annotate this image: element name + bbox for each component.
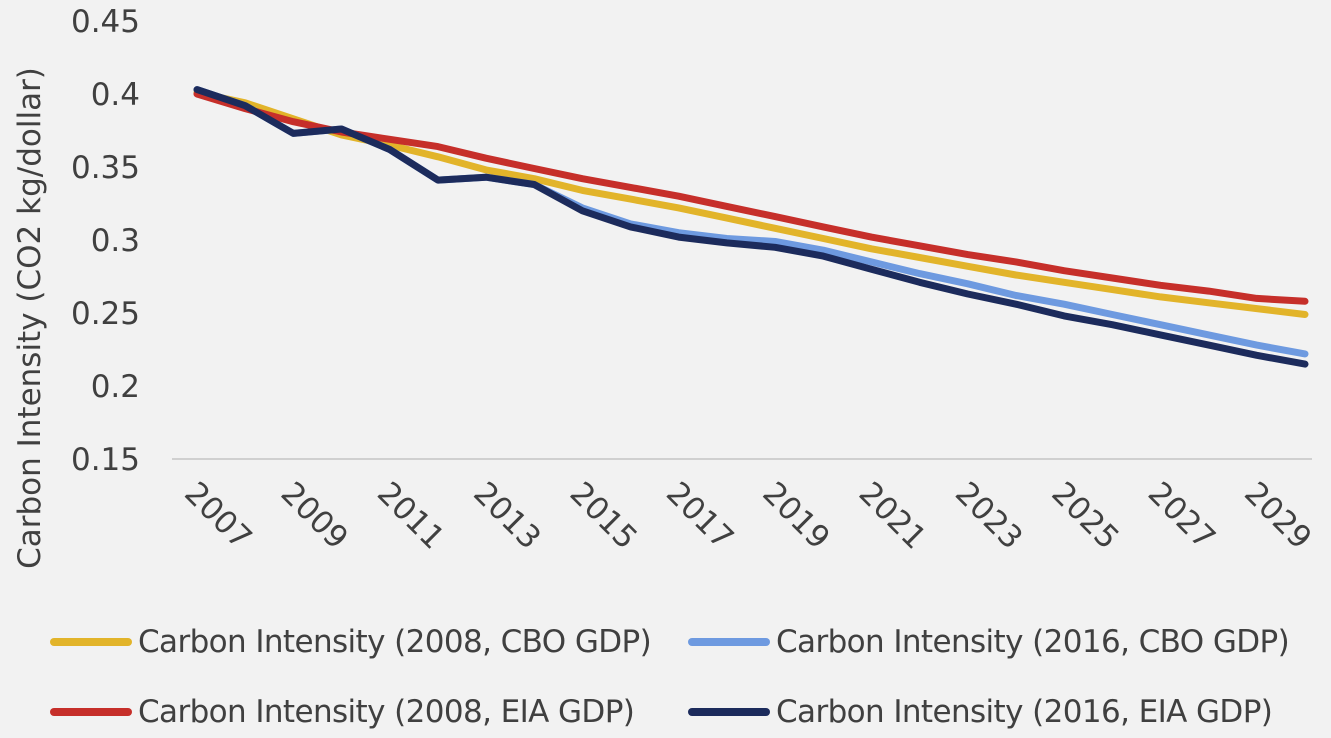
x-tick-label: 2007 — [177, 475, 258, 556]
y-tick-label: 0.2 — [91, 369, 140, 405]
y-axis-ticks: 0.15 0.2 0.25 0.3 0.35 0.4 0.45 — [71, 4, 140, 478]
series-lines — [197, 90, 1305, 365]
x-tick-label: 2027 — [1141, 475, 1222, 556]
legend-swatch — [688, 708, 770, 716]
y-tick-label: 0.4 — [91, 77, 140, 113]
y-axis-label-group: Carbon Intensity (CO2 kg/dollar) — [12, 67, 48, 569]
x-tick-label: 2025 — [1044, 475, 1125, 556]
x-axis-ticks: 2007 2009 2011 2013 2015 2017 2019 2021 2023 2025… — [177, 475, 1318, 556]
x-tick-label: 2013 — [466, 475, 547, 556]
y-tick-label: 0.45 — [71, 4, 140, 40]
legend-item: Carbon Intensity (2016, CBO GDP) — [688, 624, 1289, 660]
y-tick-label: 0.15 — [71, 442, 140, 478]
x-tick-label: 2017 — [659, 475, 740, 556]
legend-label: Carbon Intensity (2016, CBO GDP) — [776, 624, 1289, 660]
x-tick-label: 2015 — [563, 475, 644, 556]
y-tick-label: 0.3 — [91, 223, 140, 259]
x-tick-label: 2023 — [948, 475, 1029, 556]
legend-item: Carbon Intensity (2008, CBO GDP) — [50, 624, 651, 660]
y-tick-label: 0.25 — [71, 296, 140, 332]
x-tick-label: 2021 — [852, 475, 933, 556]
legend-label: Carbon Intensity (2008, CBO GDP) — [138, 624, 651, 660]
legend: Carbon Intensity (2008, CBO GDP) Carbon … — [0, 610, 1331, 738]
legend-swatch — [50, 708, 132, 716]
legend-swatch — [688, 638, 770, 646]
legend-item: Carbon Intensity (2016, EIA GDP) — [688, 694, 1272, 730]
legend-label: Carbon Intensity (2008, EIA GDP) — [138, 694, 634, 730]
x-tick-label: 2011 — [370, 475, 451, 556]
legend-swatch — [50, 638, 132, 646]
y-tick-label: 0.35 — [71, 150, 140, 186]
x-tick-label: 2009 — [274, 475, 355, 556]
chart-plot-area: Carbon Intensity (CO2 kg/dollar) 0.15 0.2… — [0, 0, 1331, 610]
legend-item: Carbon Intensity (2008, EIA GDP) — [50, 694, 634, 730]
legend-label: Carbon Intensity (2016, EIA GDP) — [776, 694, 1272, 730]
x-tick-label: 2029 — [1237, 475, 1318, 556]
x-tick-label: 2019 — [755, 475, 836, 556]
y-axis-label: Carbon Intensity (CO2 kg/dollar) — [12, 67, 48, 569]
series-line — [197, 94, 1305, 301]
